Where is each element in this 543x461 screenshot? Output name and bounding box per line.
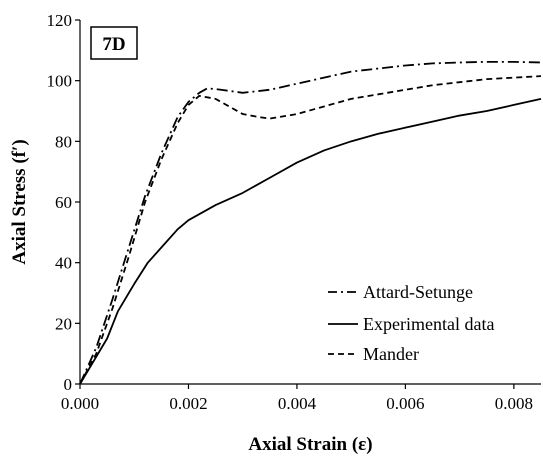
- y-tick-label: 120: [47, 11, 73, 30]
- panel-label-group: 7D: [90, 26, 138, 60]
- y-axis-title: Axial Stress (f′): [9, 139, 30, 264]
- x-tick-label: 0.006: [386, 394, 424, 413]
- panel-label-box: [90, 26, 138, 60]
- series-line-mander: [79, 75, 542, 385]
- axis-titles: Axial Strain (ε) Axial Stress (f′): [9, 139, 373, 455]
- legend-label: Mander: [363, 344, 419, 364]
- series-line-experimental-data: [79, 97, 542, 385]
- panel-label: 7D: [102, 34, 125, 55]
- legend-label: Attard-Setunge: [363, 282, 473, 302]
- y-tick-label: 40: [55, 254, 72, 273]
- y-tick-label: 100: [47, 72, 73, 91]
- series-line-attard-setunge: [79, 60, 542, 385]
- y-tick-label: 20: [55, 314, 72, 333]
- y-tick-label: 60: [55, 193, 72, 212]
- x-tick-label: 0.002: [169, 394, 207, 413]
- y-tick-label: 80: [55, 132, 72, 151]
- x-axis-title: Axial Strain (ε): [248, 434, 372, 455]
- x-tick-label: 0.004: [278, 394, 317, 413]
- y-tick-label: 0: [64, 375, 73, 394]
- ticks: 0.000 0.002 0.004 0.006 0.008 0 20 40 60 80 100 120: [47, 11, 534, 413]
- series-layer: [79, 60, 542, 385]
- x-tick-label: 0.008: [495, 394, 533, 413]
- legend: Attard-Setunge Experimental data Mander: [328, 282, 494, 364]
- legend-label: Experimental data: [363, 314, 494, 334]
- x-tick-label: 0.000: [61, 394, 99, 413]
